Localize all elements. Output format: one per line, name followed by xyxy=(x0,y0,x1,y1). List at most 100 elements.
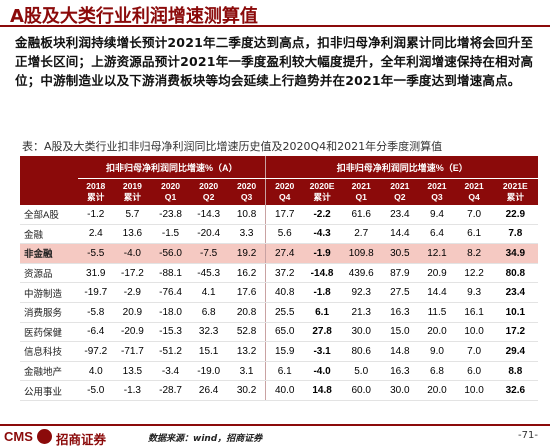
table-cell: 17.6 xyxy=(228,283,266,303)
broker-logo: CMS 招商证券 xyxy=(4,428,149,446)
table-cell: 80.6 xyxy=(341,342,381,362)
table-cell: 10.0 xyxy=(456,381,493,401)
column-header-period: Q4 xyxy=(266,192,303,203)
table-cell: 65.0 xyxy=(266,322,303,342)
table-cell: -1.3 xyxy=(113,381,151,401)
column-header: 2021 Q3 xyxy=(418,179,455,206)
table-cell: 40.0 xyxy=(266,381,303,401)
table-row: 金融地产 4.0 13.5 -3.4 -19.0 3.1 6.1 -4.0 5.0 16.3 6.8… xyxy=(20,361,538,381)
column-header: 2020 Q1 xyxy=(151,179,189,206)
table-cell: 34.9 xyxy=(493,244,538,264)
table-cell: -15.3 xyxy=(151,322,189,342)
table-cell: -14.8 xyxy=(303,263,341,283)
column-header-period: 累计 xyxy=(113,192,151,203)
column-header-period: Q2 xyxy=(381,192,418,203)
table-cell: 16.3 xyxy=(381,361,418,381)
table-cell: 6.0 xyxy=(456,361,493,381)
table-cell: 26.4 xyxy=(190,381,228,401)
table-cell: 80.8 xyxy=(493,263,538,283)
column-header-year: 2020 xyxy=(190,181,228,192)
title-divider xyxy=(0,25,550,27)
table-cell: 19.2 xyxy=(228,244,266,264)
table-cell: -20.9 xyxy=(113,322,151,342)
table-cell: 3.3 xyxy=(228,224,266,244)
column-header: 2021 Q1 xyxy=(341,179,381,206)
column-header-period: Q4 xyxy=(456,192,493,203)
table-row: 公用事业 -5.0 -1.3 -28.7 26.4 30.2 40.0 14.8 60.0 30.… xyxy=(20,381,538,401)
column-header: 2020E 累计 xyxy=(303,179,341,206)
table-cell: 7.8 xyxy=(493,224,538,244)
table-cell: -5.5 xyxy=(78,244,113,264)
table-cell: 14.8 xyxy=(381,342,418,362)
table-cell: 52.8 xyxy=(228,322,266,342)
table-cell: 12.2 xyxy=(456,263,493,283)
table-cell: 60.0 xyxy=(341,381,381,401)
table-cell: 2.4 xyxy=(78,224,113,244)
table-cell: 61.6 xyxy=(341,205,381,224)
table-cell: 14.8 xyxy=(303,381,341,401)
table-cell: 6.1 xyxy=(303,302,341,322)
row-label: 医药保健 xyxy=(20,322,78,342)
column-header-period: 累计 xyxy=(493,192,538,203)
table-cell: -45.3 xyxy=(190,263,228,283)
table-cell: 16.3 xyxy=(381,302,418,322)
column-header: 2020 Q2 xyxy=(190,179,228,206)
row-label: 资源品 xyxy=(20,263,78,283)
column-header: 2020 Q3 xyxy=(228,179,266,206)
table-cell: 87.9 xyxy=(381,263,418,283)
table-row: 资源品 31.9 -17.2 -88.1 -45.3 16.2 37.2 -14.8 439.6… xyxy=(20,263,538,283)
page-header: A股及大类行业利润增速测算值 xyxy=(0,0,550,26)
row-label: 非金融 xyxy=(20,244,78,264)
table-cell: -20.4 xyxy=(190,224,228,244)
table-cell: 16.2 xyxy=(228,263,266,283)
table-cell: -5.0 xyxy=(78,381,113,401)
summary-paragraph: 金融板块利润持续增长预计2021年二季度达到高点，扣非归母净利润累计同比增将会回… xyxy=(15,33,540,90)
table-cell: 7.0 xyxy=(456,205,493,224)
table-cell: -23.8 xyxy=(151,205,189,224)
table-cell: 13.2 xyxy=(228,342,266,362)
table-group-header-row: 扣非归母净利润同比增速%（A） 扣非归母净利润同比增速%（E） xyxy=(20,156,538,179)
row-label: 消费服务 xyxy=(20,302,78,322)
table-cell: 11.5 xyxy=(418,302,455,322)
table-cell: 23.4 xyxy=(381,205,418,224)
table-body: 全部A股 -1.2 5.7 -23.8 -14.3 10.8 17.7 -2.2 61.6 23.… xyxy=(20,205,538,400)
table-cell: -17.2 xyxy=(113,263,151,283)
table-cell: 21.3 xyxy=(341,302,381,322)
column-header-year: 2020E xyxy=(303,181,341,192)
table-cell: 15.1 xyxy=(190,342,228,362)
table-cell: 9.0 xyxy=(418,342,455,362)
table-cell: -5.8 xyxy=(78,302,113,322)
table-row: 金融 2.4 13.6 -1.5 -20.4 3.3 5.6 -4.3 2.7 14.4 6.4 6.… xyxy=(20,224,538,244)
table-cell: -1.8 xyxy=(303,283,341,303)
column-header-year: 2021 xyxy=(456,181,493,192)
table-row: 医药保健 -6.4 -20.9 -15.3 32.3 52.8 65.0 27.8 30.0 15… xyxy=(20,322,538,342)
table-cell: 2.7 xyxy=(341,224,381,244)
table-cell: 15.0 xyxy=(381,322,418,342)
table-cell: -2.9 xyxy=(113,283,151,303)
table-cell: -71.7 xyxy=(113,342,151,362)
table-cell: 5.6 xyxy=(266,224,303,244)
table-cell: -7.5 xyxy=(190,244,228,264)
column-header: 2020 Q4 xyxy=(266,179,303,206)
table-cell: 4.0 xyxy=(78,361,113,381)
column-header-period: Q1 xyxy=(151,192,189,203)
table-cell: -76.4 xyxy=(151,283,189,303)
table-cell: 6.8 xyxy=(190,302,228,322)
page-number: -71- xyxy=(518,430,538,441)
table-cell: -88.1 xyxy=(151,263,189,283)
table-caption: 表：A股及大类行业扣非归母净利润同比增速历史值及2020Q4和2021年分季度测… xyxy=(22,138,442,154)
row-label: 全部A股 xyxy=(20,205,78,224)
growth-table: 扣非归母净利润同比增速%（A） 扣非归母净利润同比增速%（E） 2018 累计 20… xyxy=(20,156,538,401)
column-header-year: 2020 xyxy=(151,181,189,192)
table-cell: 23.4 xyxy=(493,283,538,303)
column-header-period: Q2 xyxy=(190,192,228,203)
table-cell: -18.0 xyxy=(151,302,189,322)
table-cell: 6.1 xyxy=(266,361,303,381)
table-cell: -4.3 xyxy=(303,224,341,244)
column-header-year: 2021E xyxy=(493,181,538,192)
table-cell: -3.4 xyxy=(151,361,189,381)
column-header: 2021 Q4 xyxy=(456,179,493,206)
table-cell: 30.5 xyxy=(381,244,418,264)
table-cell: 20.0 xyxy=(418,381,455,401)
table-cell: -6.4 xyxy=(78,322,113,342)
